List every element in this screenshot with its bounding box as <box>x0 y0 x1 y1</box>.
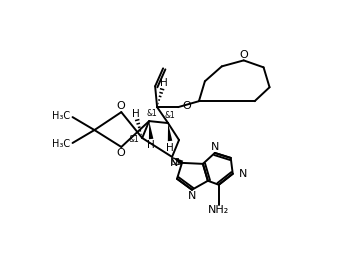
Text: H: H <box>160 78 168 88</box>
Text: N: N <box>170 158 178 168</box>
Text: O: O <box>116 148 125 158</box>
Polygon shape <box>172 157 183 165</box>
Polygon shape <box>149 121 153 139</box>
Text: H: H <box>166 143 174 153</box>
Text: H₃C: H₃C <box>52 139 71 149</box>
Text: H: H <box>147 140 155 150</box>
Text: H₃C: H₃C <box>52 111 71 121</box>
Text: &1: &1 <box>129 136 140 145</box>
Polygon shape <box>168 123 172 141</box>
Text: O: O <box>116 101 125 111</box>
Text: NH₂: NH₂ <box>208 205 230 215</box>
Text: &1: &1 <box>147 109 157 118</box>
Text: O: O <box>239 51 248 60</box>
Text: N: N <box>188 191 196 201</box>
Text: N: N <box>239 169 247 179</box>
Text: N: N <box>211 142 219 152</box>
Text: &1: &1 <box>171 158 181 167</box>
Text: H: H <box>132 109 140 119</box>
Text: O: O <box>182 101 191 111</box>
Text: &1: &1 <box>165 111 176 120</box>
